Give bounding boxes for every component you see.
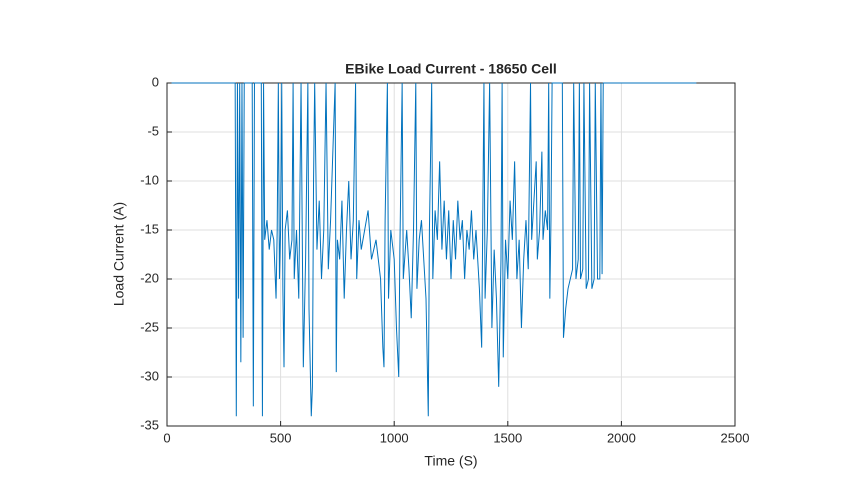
x-tick-label: 500 [270,430,292,445]
y-tick-label: -10 [140,172,159,187]
y-tick-label: -5 [147,123,159,138]
y-tick-label: -15 [140,221,159,236]
x-axis-label: Time (S) [424,453,477,469]
y-tick-label: 0 [152,74,159,89]
y-tick-label: -25 [140,319,159,334]
x-tick-label: 1000 [380,430,409,445]
data-line [171,82,697,417]
x-tick-label: 0 [163,430,170,445]
y-axis-label: Load Current (A) [111,202,127,306]
x-tick-label: 2000 [607,430,636,445]
y-tick-label: -35 [140,417,159,432]
y-tick-label: -30 [140,368,159,383]
x-tick-label: 2500 [721,430,750,445]
chart-title: EBike Load Current - 18650 Cell [345,61,557,77]
y-tick-label: -20 [140,270,159,285]
plot-frame [166,82,736,427]
x-tick-label: 1500 [493,430,522,445]
